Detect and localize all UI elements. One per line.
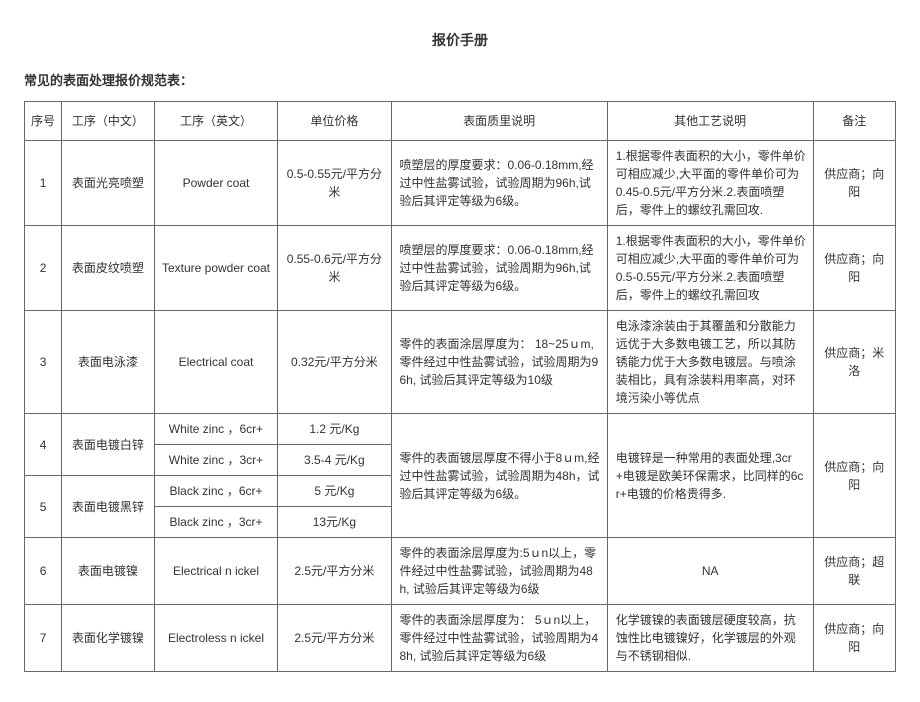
cell-other: 电镀锌是一种常用的表面处理,3cr+电镀是欧美环保需求，比同样的6cr+电镀的价…: [607, 414, 813, 538]
col-en: 工序（英文）: [154, 102, 278, 141]
quotation-table: 序号 工序（中文） 工序（英文） 单位价格 表面质里说明 其他工艺说明 备注 1…: [24, 101, 896, 672]
cell-en: White zinc ，3cr+: [154, 445, 278, 476]
cell-en: Electroless n ickel: [154, 605, 278, 672]
cell-price: 3.5-4 元/Kg: [278, 445, 391, 476]
cell-cn: 表面皮纹喷塑: [62, 226, 155, 311]
col-quality: 表面质里说明: [391, 102, 607, 141]
cell-quality: 零件的表面镀层厚度不得小于8ｕm,经过中性盐雾试验，试验周期为48h，试验后其评…: [391, 414, 607, 538]
table-row: 1 表面光亮喷塑 Powder coat 0.5-0.55元/平方分米 喷塑层的…: [25, 141, 896, 226]
cell-price: 1.2 元/Kg: [278, 414, 391, 445]
cell-other: 电泳漆涂装由于其覆盖和分散能力远优于大多数电镀工艺，所以其防锈能力优于大多数电镀…: [607, 311, 813, 414]
table-row: 6 表面电镀镍 Electrical n ickel 2.5元/平方分米 零件的…: [25, 538, 896, 605]
cell-price: 0.32元/平方分米: [278, 311, 391, 414]
page-subtitle: 常见的表面处理报价规范表：: [24, 70, 896, 89]
cell-en: Powder coat: [154, 141, 278, 226]
cell-price: 2.5元/平方分米: [278, 605, 391, 672]
cell-note: 供应商；向阳: [813, 414, 895, 538]
cell-price: 0.55-0.6元/平方分米: [278, 226, 391, 311]
cell-seq: 3: [25, 311, 62, 414]
cell-price: 5 元/Kg: [278, 476, 391, 507]
cell-other: 1.根据零件表面积的大小，零件单价可相应减少,大平面的零件单价可为0.5-0.5…: [607, 226, 813, 311]
col-cn: 工序（中文）: [62, 102, 155, 141]
cell-seq: 7: [25, 605, 62, 672]
cell-note: 供应商；向阳: [813, 226, 895, 311]
cell-cn: 表面电镀白锌: [62, 414, 155, 476]
cell-cn: 表面电镀黑锌: [62, 476, 155, 538]
cell-quality: 零件的表面涂层厚度为:5ｕn以上，零件经过中性盐雾试验，试验周期为48h, 试验…: [391, 538, 607, 605]
cell-price: 13元/Kg: [278, 507, 391, 538]
col-price: 单位价格: [278, 102, 391, 141]
cell-seq: 1: [25, 141, 62, 226]
cell-seq: 6: [25, 538, 62, 605]
cell-price: 2.5元/平方分米: [278, 538, 391, 605]
table-row: 4 表面电镀白锌 White zinc ，6cr+ 1.2 元/Kg 零件的表面…: [25, 414, 896, 445]
cell-en: Black zinc ，6cr+: [154, 476, 278, 507]
cell-cn: 表面电泳漆: [62, 311, 155, 414]
cell-quality: 零件的表面涂层厚度为： 5ｕn以上，零件经过中性盐雾试验，试验周期为48h, 试…: [391, 605, 607, 672]
table-row: 3 表面电泳漆 Electrical coat 0.32元/平方分米 零件的表面…: [25, 311, 896, 414]
table-row: 7 表面化学镀镍 Electroless n ickel 2.5元/平方分米 零…: [25, 605, 896, 672]
cell-note: 供应商；向阳: [813, 141, 895, 226]
cell-seq: 2: [25, 226, 62, 311]
cell-cn: 表面化学镀镍: [62, 605, 155, 672]
cell-cn: 表面电镀镍: [62, 538, 155, 605]
cell-other: 化学镀镍的表面镀层硬度较高，抗蚀性比电镀镍好，化学镀层的外观与不锈钢相似.: [607, 605, 813, 672]
cell-quality: 喷塑层的厚度要求：0.06-0.18mm,经过中性盐雾试验，试验周期为96h,试…: [391, 141, 607, 226]
cell-quality: 喷塑层的厚度要求：0.06-0.18mm,经过中性盐雾试验，试验周期为96h,试…: [391, 226, 607, 311]
cell-seq: 4: [25, 414, 62, 476]
cell-cn: 表面光亮喷塑: [62, 141, 155, 226]
cell-en: Texture powder coat: [154, 226, 278, 311]
table-row: 2 表面皮纹喷塑 Texture powder coat 0.55-0.6元/平…: [25, 226, 896, 311]
cell-en: White zinc ，6cr+: [154, 414, 278, 445]
col-other: 其他工艺说明: [607, 102, 813, 141]
cell-seq: 5: [25, 476, 62, 538]
cell-note: 供应商；米洛: [813, 311, 895, 414]
cell-en: Electrical coat: [154, 311, 278, 414]
cell-other: 1.根据零件表面积的大小，零件单价可相应减少,大平面的零件单价可为0.45-0.…: [607, 141, 813, 226]
table-header-row: 序号 工序（中文） 工序（英文） 单位价格 表面质里说明 其他工艺说明 备注: [25, 102, 896, 141]
cell-en: Black zinc ，3cr+: [154, 507, 278, 538]
cell-price: 0.5-0.55元/平方分米: [278, 141, 391, 226]
col-note: 备注: [813, 102, 895, 141]
cell-note: 供应商；向阳: [813, 605, 895, 672]
cell-quality: 零件的表面涂层厚度为： 18~25ｕm,零件经过中性盐雾试验，试验周期为96h,…: [391, 311, 607, 414]
col-seq: 序号: [25, 102, 62, 141]
cell-note: 供应商；超联: [813, 538, 895, 605]
cell-other: NA: [607, 538, 813, 605]
cell-en: Electrical n ickel: [154, 538, 278, 605]
page-title: 报价手册: [24, 30, 896, 50]
